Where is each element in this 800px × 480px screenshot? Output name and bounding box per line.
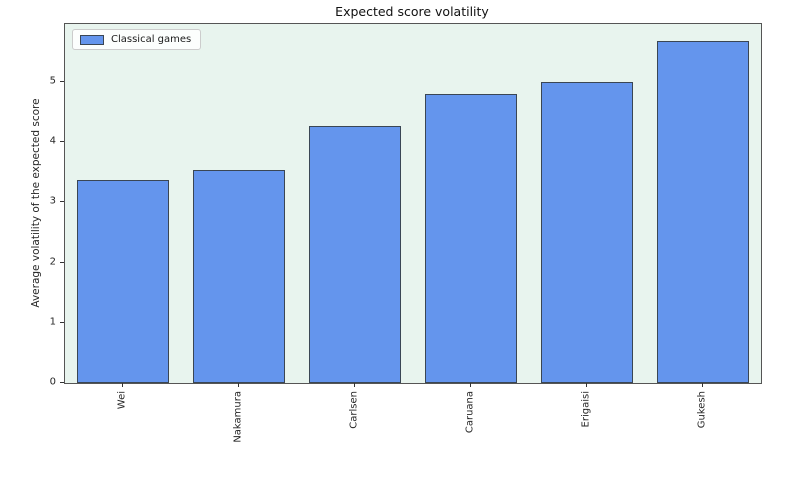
legend-swatch-classical-games <box>80 34 104 45</box>
x-tick-label-nakamura: Nakamura <box>232 391 244 443</box>
x-tick-label-gukesh: Gukesh <box>696 391 708 429</box>
y-tick-label-1: 1 <box>49 316 56 328</box>
chart-title: Expected score volatility <box>335 4 489 19</box>
y-tick-label-2: 2 <box>49 256 56 268</box>
y-tick-label-4: 4 <box>49 135 56 147</box>
y-tick-mark <box>60 141 64 143</box>
y-tick-mark <box>60 261 64 263</box>
y-tick-mark <box>60 321 64 323</box>
bar-erigaisi <box>540 81 634 383</box>
x-tick-mark <box>702 383 703 387</box>
y-tick-label-0: 0 <box>49 376 56 388</box>
bar-gukesh <box>656 40 750 383</box>
x-tick-label-wei: Wei <box>116 391 128 410</box>
x-tick-label-carlsen: Carlsen <box>348 391 360 429</box>
bar-carlsen <box>308 126 402 383</box>
bar-caruana <box>424 93 518 383</box>
x-tick-mark <box>354 383 355 387</box>
x-tick-label-caruana: Caruana <box>464 391 476 434</box>
y-tick-label-3: 3 <box>49 195 56 207</box>
x-tick-mark <box>238 383 239 387</box>
x-tick-mark <box>122 383 123 387</box>
y-tick-mark <box>60 80 64 82</box>
x-tick-mark <box>470 383 471 387</box>
bar-wei <box>76 180 170 383</box>
legend: Classical games <box>72 29 202 50</box>
legend-label: Classical games <box>111 34 192 45</box>
x-tick-mark <box>586 383 587 387</box>
x-tick-label-erigaisi: Erigaisi <box>580 391 592 428</box>
bar-nakamura <box>192 170 286 383</box>
y-tick-label-5: 5 <box>49 75 56 87</box>
y-tick-mark <box>60 382 64 383</box>
y-tick-mark <box>60 201 64 203</box>
plot-area: Classical games <box>64 23 762 384</box>
